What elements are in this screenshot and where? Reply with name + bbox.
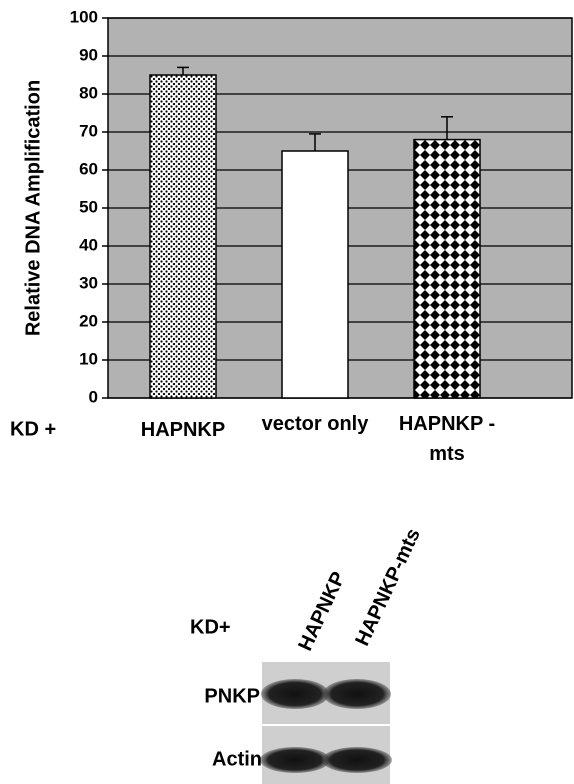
y-tick-label: 90	[79, 45, 98, 64]
blot-row-label: KD+	[190, 616, 231, 638]
y-tick-label: 0	[89, 387, 98, 406]
row-label: KD +	[10, 418, 56, 440]
bar	[414, 140, 480, 398]
blot-band	[323, 679, 391, 709]
lane-label: HAPNKP	[294, 569, 350, 655]
y-tick-label: 50	[79, 197, 98, 216]
y-tick-label: 20	[79, 311, 98, 330]
y-tick-label: 30	[79, 273, 98, 292]
x-tick-label: vector only	[260, 409, 370, 439]
y-tick-label: 70	[79, 121, 98, 140]
lane-label: HAPNKP-mts	[351, 525, 424, 649]
page: Relative DNA Amplification KD + KD+ HAPN…	[0, 0, 574, 784]
bar	[282, 151, 348, 398]
figure: Relative DNA Amplification KD + KD+ HAPN…	[0, 0, 574, 784]
y-tick-label: 40	[79, 235, 98, 254]
blot-band	[322, 747, 392, 773]
bar	[150, 75, 216, 398]
y-tick-label: 80	[79, 83, 98, 102]
x-tick-label: HAPNKP -mts	[392, 409, 502, 469]
band-label: Actin	[212, 748, 262, 770]
y-tick-label: 10	[79, 349, 98, 368]
y-tick-label: 100	[70, 7, 98, 26]
band-label: PNKP	[204, 685, 260, 707]
blot-band	[261, 679, 329, 709]
y-tick-label: 60	[79, 159, 98, 178]
x-tick-label: HAPNKP	[128, 415, 238, 445]
y-axis-label: Relative DNA Amplification	[22, 80, 44, 336]
blot-band	[260, 747, 330, 773]
